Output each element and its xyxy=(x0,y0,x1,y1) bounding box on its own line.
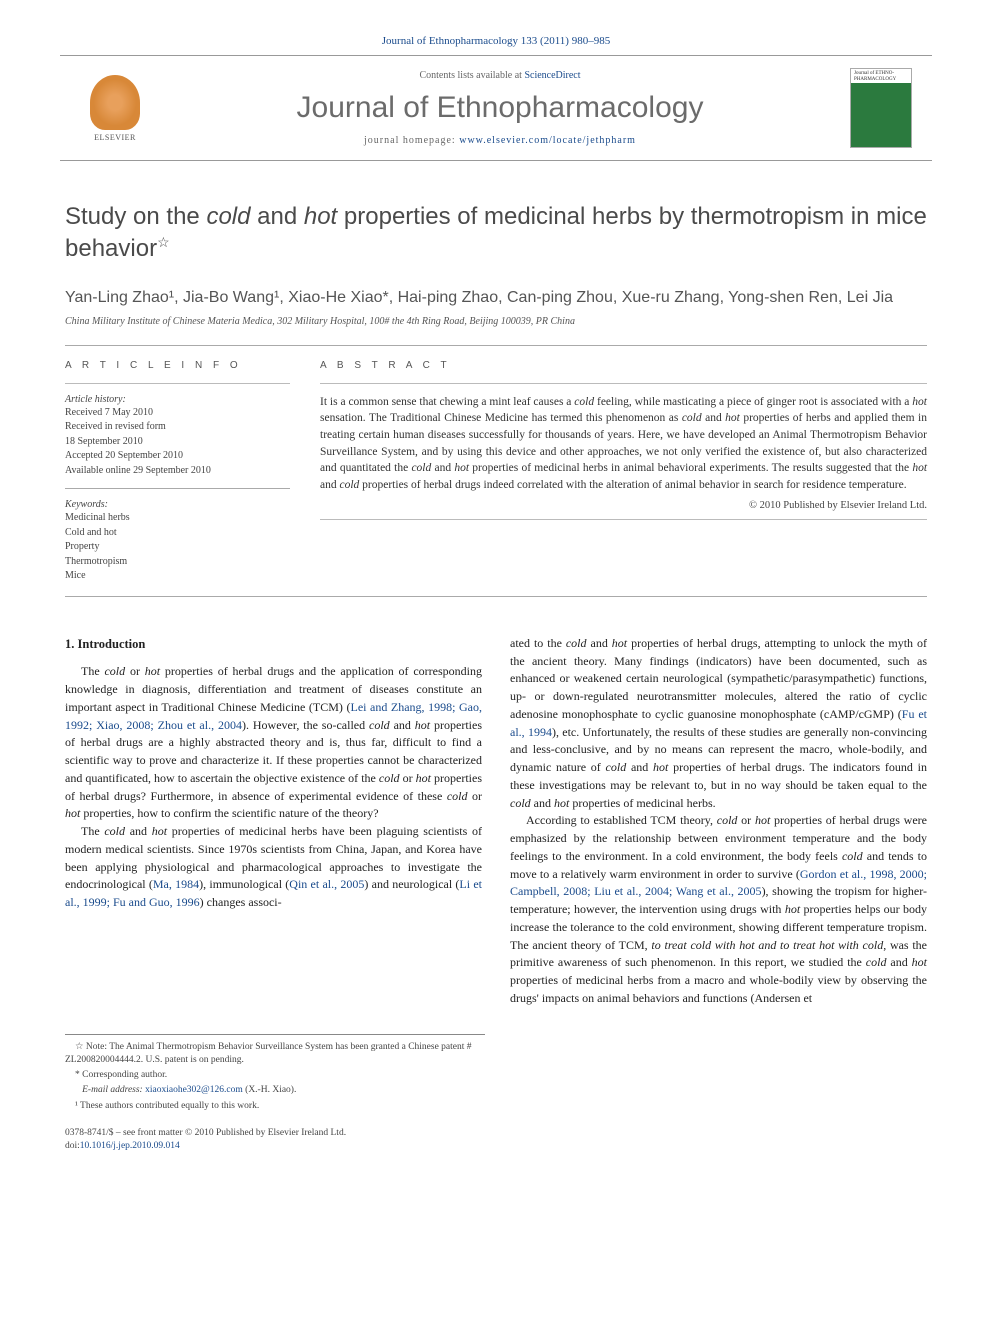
footnote-equal: ¹ These authors contributed equally to t… xyxy=(65,1100,485,1113)
doi-line: doi:10.1016/j.jep.2010.09.014 xyxy=(65,1140,927,1153)
doi-link[interactable]: 10.1016/j.jep.2010.09.014 xyxy=(80,1141,180,1151)
article-info-column: A R T I C L E I N F O Article history: R… xyxy=(65,346,290,584)
elsevier-logo: ELSEVIER xyxy=(80,68,150,148)
body-paragraph: The cold or hot properties of herbal dru… xyxy=(65,663,482,823)
running-header: Journal of Ethnopharmacology 133 (2011) … xyxy=(0,0,992,55)
contents-line: Contents lists available at ScienceDirec… xyxy=(150,70,850,81)
section-heading: 1. Introduction xyxy=(65,635,482,654)
footnotes: ☆ Note: The Animal Thermotropism Behavio… xyxy=(65,1034,485,1113)
elsevier-tree-icon xyxy=(90,75,140,130)
homepage-line: journal homepage: www.elsevier.com/locat… xyxy=(150,135,850,146)
author-list: Yan-Ling Zhao¹, Jia-Bo Wang¹, Xiao-He Xi… xyxy=(65,286,927,310)
body-column-right: ated to the cold and hot properties of h… xyxy=(510,635,927,1008)
history-head: Article history: xyxy=(65,394,290,405)
kw: Property xyxy=(65,540,290,555)
abstract-bottom-divider xyxy=(320,519,927,520)
kw: Cold and hot xyxy=(65,526,290,541)
accepted-line: Accepted 20 September 2010 xyxy=(65,449,290,464)
journal-name: Journal of Ethnopharmacology xyxy=(150,91,850,125)
kw: Thermotropism xyxy=(65,555,290,570)
body-paragraph: The cold and hot properties of medicinal… xyxy=(65,823,482,912)
body-columns: 1. Introduction The cold or hot properti… xyxy=(65,635,927,1008)
body-column-left: 1. Introduction The cold or hot properti… xyxy=(65,635,482,1008)
abstract-text: It is a common sense that chewing a mint… xyxy=(320,394,927,494)
history-block: Article history: Received 7 May 2010 Rec… xyxy=(65,394,290,490)
abstract-heading: A B S T R A C T xyxy=(320,360,927,371)
body-paragraph: According to established TCM theory, col… xyxy=(510,812,927,1007)
title-footnote-marker: ☆ xyxy=(157,234,170,250)
revised-line: Received in revised form xyxy=(65,420,290,435)
journal-banner: ELSEVIER Contents lists available at Sci… xyxy=(60,55,932,161)
front-matter-line: 0378-8741/$ – see front matter © 2010 Pu… xyxy=(65,1127,927,1140)
cover-label: Journal of ETHNO-PHARMACOLOGY xyxy=(854,71,911,82)
article-info-heading: A R T I C L E I N F O xyxy=(65,360,290,371)
section-divider xyxy=(65,596,927,597)
abstract-column: A B S T R A C T It is a common sense tha… xyxy=(320,346,927,584)
doi-block: 0378-8741/$ – see front matter © 2010 Pu… xyxy=(65,1127,927,1154)
online-line: Available online 29 September 2010 xyxy=(65,464,290,479)
footnote-corresponding: * Corresponding author. xyxy=(65,1069,485,1082)
kw: Medicinal herbs xyxy=(65,511,290,526)
banner-center: Contents lists available at ScienceDirec… xyxy=(150,70,850,146)
homepage-link[interactable]: www.elsevier.com/locate/jethpharm xyxy=(459,135,636,146)
footnote-email: E-mail address: xiaoxiaohe302@126.com (X… xyxy=(65,1084,485,1097)
email-link[interactable]: xiaoxiaohe302@126.com xyxy=(145,1085,243,1095)
received-line: Received 7 May 2010 xyxy=(65,406,290,421)
keywords-block: Keywords: Medicinal herbs Cold and hot P… xyxy=(65,499,290,584)
body-paragraph: ated to the cold and hot properties of h… xyxy=(510,635,927,813)
footnote-star: ☆ Note: The Animal Thermotropism Behavio… xyxy=(65,1041,485,1068)
info-abstract-row: A R T I C L E I N F O Article history: R… xyxy=(65,346,927,584)
article-title: Study on the cold and hot properties of … xyxy=(65,201,927,266)
citation-text: Journal of Ethnopharmacology 133 (2011) … xyxy=(382,35,610,47)
affiliation: China Military Institute of Chinese Mate… xyxy=(65,316,927,327)
elsevier-wordmark: ELSEVIER xyxy=(94,133,136,142)
info-divider xyxy=(65,383,290,384)
journal-cover-thumb: Journal of ETHNO-PHARMACOLOGY xyxy=(850,68,912,148)
kw: Mice xyxy=(65,569,290,584)
sciencedirect-link[interactable]: ScienceDirect xyxy=(524,70,580,81)
revised-date: 18 September 2010 xyxy=(65,435,290,450)
keywords-head: Keywords: xyxy=(65,499,290,510)
title-block: Study on the cold and hot properties of … xyxy=(65,201,927,266)
abstract-divider xyxy=(320,383,927,384)
abstract-copyright: © 2010 Published by Elsevier Ireland Ltd… xyxy=(320,500,927,511)
